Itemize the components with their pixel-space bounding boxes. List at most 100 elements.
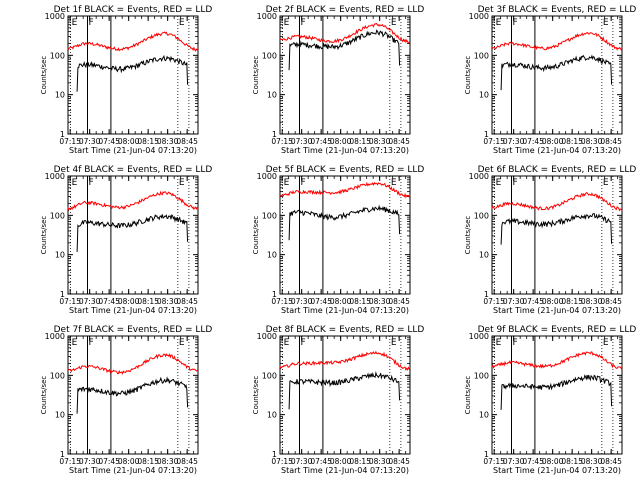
x-tick-label: 08:30 (369, 457, 391, 466)
plot-frame (67, 335, 199, 455)
x-axis-label: Start Time (21-Jun-04 07:13:20) (281, 466, 409, 475)
y-tick-label: 100 (262, 51, 277, 60)
y-tick-label: 10 (55, 411, 65, 420)
plot-frame (67, 15, 199, 135)
y-tick-label: 100 (50, 211, 65, 220)
series-events-black (500, 374, 613, 410)
x-tick-label: 08:45 (176, 137, 198, 146)
x-tick-label: 08:15 (137, 457, 159, 466)
x-tick-label: 07:45 (98, 457, 120, 466)
y-tick-label: 1000 (45, 12, 65, 21)
marker-letter-e: E (603, 338, 609, 348)
y-axis-label: Counts/sec (464, 376, 472, 415)
x-tick-label: 07:30 (291, 137, 313, 146)
x-tick-label: 08:00 (542, 457, 564, 466)
marker-letter-e-start: E (284, 338, 290, 348)
x-tick-label: 08:30 (581, 457, 603, 466)
x-tick-label: 08:00 (330, 137, 352, 146)
y-tick-label: 1 (60, 130, 65, 139)
x-tick-label: 07:15 (59, 457, 81, 466)
marker-letter-f: F (513, 178, 518, 188)
panel-title: Det 7f BLACK = Events, RED = LLD (54, 325, 213, 335)
series-lld-red (67, 190, 199, 212)
x-tick-label: 08:45 (388, 297, 410, 306)
y-tick-label: 100 (262, 371, 277, 380)
x-tick-label: 08:30 (157, 457, 179, 466)
y-axis-label: Counts/sec (40, 376, 48, 415)
panel-title: Det 3f BLACK = Events, RED = LLD (478, 5, 637, 15)
panel-3: Det 3f BLACK = Events, RED = LLD 1 10 100 10… (464, 5, 636, 155)
panel-2: Det 2f BLACK = Events, RED = LLD 1 10 100 10… (252, 5, 424, 155)
x-tick-label: 08:30 (157, 137, 179, 146)
x-tick-label: 08:15 (561, 137, 583, 146)
marker-letter-e: E (603, 178, 609, 188)
x-tick-label: 07:30 (503, 457, 525, 466)
series-events-black (500, 54, 613, 91)
y-tick-label: 1 (484, 130, 489, 139)
x-tick-label: 07:45 (522, 297, 544, 306)
marker-letter-f: F (89, 18, 94, 28)
x-tick-label: 08:00 (542, 137, 564, 146)
y-tick-label: 1000 (257, 172, 277, 181)
y-tick-label: 100 (50, 51, 65, 60)
x-axis-label: Start Time (21-Jun-04 07:13:20) (69, 466, 197, 475)
y-tick-label: 10 (267, 251, 277, 260)
panel-title: Det 2f BLACK = Events, RED = LLD (266, 5, 425, 15)
panel-title: Det 5f BLACK = Events, RED = LLD (266, 165, 425, 175)
y-axis-label: Counts/sec (252, 376, 260, 415)
x-tick-label: 07:30 (79, 297, 101, 306)
y-tick-label: 1000 (257, 12, 277, 21)
panel-5: Det 5f BLACK = Events, RED = LLD 1 10 100 10… (252, 165, 424, 315)
panel-6: Det 6f BLACK = Events, RED = LLD 1 10 100 10… (464, 165, 636, 315)
y-tick-label: 10 (479, 251, 489, 260)
y-tick-label: 10 (267, 91, 277, 100)
y-tick-label: 1 (272, 450, 277, 459)
x-tick-label: 07:30 (79, 457, 101, 466)
panel-4: Det 4f BLACK = Events, RED = LLD 1 10 100 10… (40, 165, 212, 315)
y-tick-label: 10 (55, 251, 65, 260)
x-tick-label: 08:15 (349, 457, 371, 466)
x-tick-label: 08:15 (137, 137, 159, 146)
marker-letter-e-start: E (284, 178, 290, 188)
x-tick-label: 08:45 (388, 457, 410, 466)
y-axis-label: Counts/sec (464, 216, 472, 255)
panel-title: Det 9f BLACK = Events, RED = LLD (478, 325, 637, 335)
x-tick-label: 07:15 (59, 137, 81, 146)
y-tick-label: 100 (50, 371, 65, 380)
x-tick-label: 07:45 (310, 457, 332, 466)
x-tick-label: 07:45 (98, 297, 120, 306)
y-tick-label: 1000 (469, 332, 489, 341)
x-tick-label: 08:45 (388, 137, 410, 146)
x-tick-label: 08:15 (561, 457, 583, 466)
y-tick-label: 1 (60, 450, 65, 459)
y-tick-label: 100 (262, 211, 277, 220)
marker-letter-e: E (391, 338, 397, 348)
series-events-black (76, 54, 189, 92)
x-tick-label: 08:45 (176, 297, 198, 306)
y-tick-label: 1000 (45, 332, 65, 341)
x-tick-label: 08:15 (137, 297, 159, 306)
x-tick-label: 08:30 (581, 297, 603, 306)
x-tick-label: 08:45 (600, 137, 622, 146)
plot-frame (279, 15, 411, 135)
x-tick-label: 07:45 (310, 137, 332, 146)
series-events-black (76, 214, 189, 252)
panel-8: Det 8f BLACK = Events, RED = LLD 1 10 100 10… (252, 325, 424, 475)
x-tick-label: 08:45 (176, 457, 198, 466)
x-tick-label: 08:30 (369, 137, 391, 146)
marker-letter-e-start: E (72, 18, 78, 28)
x-axis-label: Start Time (21-Jun-04 07:13:20) (493, 306, 621, 315)
y-tick-label: 10 (55, 91, 65, 100)
x-tick-label: 07:15 (483, 137, 505, 146)
series-lld-red (491, 31, 623, 51)
marker-letter-e: E (179, 178, 185, 188)
panel-7: Det 7f BLACK = Events, RED = LLD 1 10 100 10… (40, 325, 212, 475)
x-tick-label: 08:00 (542, 297, 564, 306)
marker-letter-f: F (513, 338, 518, 348)
x-tick-label: 07:15 (483, 457, 505, 466)
x-tick-label: 07:45 (522, 137, 544, 146)
x-tick-label: 07:30 (291, 297, 313, 306)
x-tick-label: 07:15 (59, 297, 81, 306)
y-tick-label: 100 (474, 51, 489, 60)
